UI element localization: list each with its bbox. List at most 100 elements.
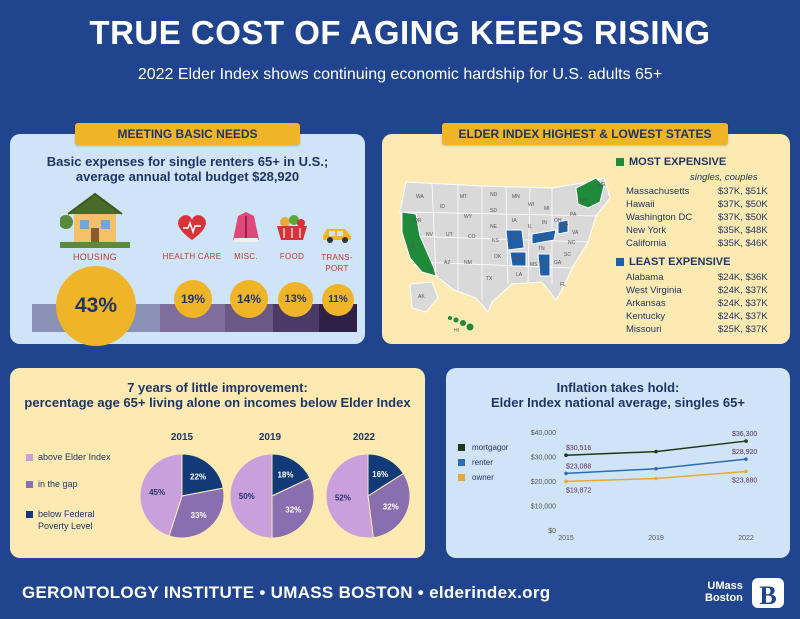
- svg-text:IA: IA: [512, 218, 517, 224]
- pie-slice-gap: [168, 487, 225, 539]
- most-expensive-heading: MOST EXPENSIVE: [616, 156, 726, 168]
- svg-text:PA: PA: [570, 212, 577, 218]
- svg-text:OR: OR: [414, 218, 422, 224]
- svg-text:AL: AL: [542, 262, 548, 268]
- data-label-start: $23,088: [566, 463, 591, 470]
- data-label-end: $28,920: [732, 449, 757, 456]
- svg-text:ME: ME: [598, 182, 606, 188]
- category-label-health: HEALTH CARE: [162, 252, 222, 261]
- svg-text:TN: TN: [538, 246, 545, 252]
- pies-title-1: 7 years of little improvement:: [127, 380, 308, 395]
- least-row: Alabama $24K, $36K: [626, 272, 768, 283]
- svg-text:NV: NV: [426, 232, 434, 238]
- pie-slice-label: 18%: [277, 471, 293, 480]
- series-point: [744, 469, 748, 474]
- least-row: Kentucky $24K, $37K: [626, 311, 768, 322]
- winter-coat-icon: [233, 212, 259, 242]
- svg-text:SD: SD: [490, 208, 497, 214]
- svg-text:ND: ND: [490, 192, 498, 198]
- svg-text:HI: HI: [454, 328, 459, 334]
- data-label-start: $19,872: [566, 487, 591, 494]
- pie-year: 2019: [258, 432, 282, 443]
- legend-gap: in the gap: [26, 479, 78, 489]
- pie-slice-below: [271, 453, 311, 497]
- pie-slice-above: [139, 453, 183, 537]
- svg-text:OH: OH: [554, 218, 562, 224]
- car-icon: [323, 229, 351, 243]
- category-label-food: FOOD: [279, 252, 305, 261]
- state-alabama: [537, 253, 551, 277]
- most-row: Massachusetts $37K, $51K: [626, 186, 768, 197]
- states-panel: WA OR CA NV ID MT WY UT CO AZ NM ND SD NE KS OK …: [382, 134, 790, 344]
- umass-boston-logo-icon: B: [752, 578, 784, 610]
- singles-couples-note: singles, couples: [690, 172, 758, 183]
- series-point: [564, 471, 568, 476]
- pie-year: 2022: [352, 432, 376, 443]
- least-row: Arkansas $24K, $37K: [626, 298, 768, 309]
- svg-text:MN: MN: [512, 194, 520, 200]
- pies-title-2: percentage age 65+ living alone on incom…: [24, 395, 411, 410]
- umass-logo-text: UMass Boston: [705, 580, 743, 604]
- pie-slice-label: 50%: [239, 492, 255, 501]
- most-row: Washington DC $37K, $50K: [626, 212, 768, 223]
- svg-text:OK: OK: [494, 254, 502, 260]
- pie-year: 2015: [170, 432, 194, 443]
- state-west-virginia: [557, 219, 569, 235]
- least-row: West Virginia $24K, $37K: [626, 285, 768, 296]
- legend-label: renter: [472, 458, 493, 467]
- svg-text:NY: NY: [580, 198, 588, 204]
- pie-charts: 22% 33% 45% 18% 32% 50% 16% 32% 52%: [139, 453, 411, 539]
- category-label-misc: MISC.: [234, 252, 258, 261]
- least-row: Missouri $25K, $37K: [626, 324, 768, 335]
- series-point: [744, 439, 748, 443]
- series-point: [654, 466, 658, 471]
- series-point: [654, 476, 658, 481]
- legend-swatch: [458, 459, 465, 466]
- series-point: [744, 457, 748, 461]
- legend-above: above Elder Index: [26, 452, 111, 462]
- state-kentucky: [531, 229, 557, 245]
- legend-below: below Federal Poverty Level: [26, 508, 95, 532]
- svg-text:WV: WV: [560, 224, 569, 230]
- food-percent: 13%: [278, 282, 313, 317]
- pie-slice-label: 45%: [149, 488, 165, 497]
- legend-swatch: [458, 474, 465, 481]
- pie-slice-gap: [271, 477, 315, 539]
- most-row: Hawaii $37K, $50K: [626, 199, 768, 210]
- y-tick-label: $20,000: [531, 479, 556, 486]
- data-label-end: $36,300: [732, 431, 757, 438]
- svg-text:MT: MT: [460, 194, 467, 200]
- page-subtitle: 2022 Elder Index shows continuing econom…: [137, 66, 663, 83]
- svg-text:LA: LA: [516, 272, 523, 278]
- svg-text:WI: WI: [528, 202, 534, 208]
- category-label-transport: TRANS- PORT: [321, 253, 353, 273]
- legend-label: mortgagor: [472, 443, 509, 452]
- category-label-housing: HOUSING: [72, 252, 118, 262]
- state-arkansas: [509, 251, 527, 267]
- svg-text:MI: MI: [544, 206, 550, 212]
- svg-text:AR: AR: [514, 256, 521, 262]
- svg-text:NE: NE: [490, 224, 498, 230]
- y-tick-label: $10,000: [531, 504, 556, 511]
- series-line-renter: [565, 458, 747, 475]
- pie-slice-label: 52%: [335, 494, 351, 503]
- page-title: TRUE COST OF AGING KEEPS RISING: [89, 14, 711, 51]
- pies-panel: 7 years of little improvement: percentag…: [10, 368, 425, 558]
- svg-text:FL: FL: [560, 282, 566, 288]
- svg-text:AK: AK: [418, 294, 425, 300]
- svg-text:NM: NM: [464, 260, 472, 266]
- series-point: [564, 479, 568, 484]
- house-icon: [60, 192, 130, 248]
- health-percent: 19%: [174, 280, 212, 318]
- svg-text:TX: TX: [486, 276, 493, 282]
- svg-text:UT: UT: [446, 232, 453, 238]
- series-point: [654, 449, 658, 454]
- x-tick-label: 2019: [648, 535, 664, 542]
- basic-needs-title-2: average annual total budget $28,920: [75, 169, 300, 184]
- svg-text:VA: VA: [572, 230, 579, 236]
- states-tag: ELDER INDEX HIGHEST & LOWEST STATES: [442, 123, 728, 145]
- svg-text:CO: CO: [468, 234, 476, 240]
- y-tick-label: $30,000: [531, 455, 556, 462]
